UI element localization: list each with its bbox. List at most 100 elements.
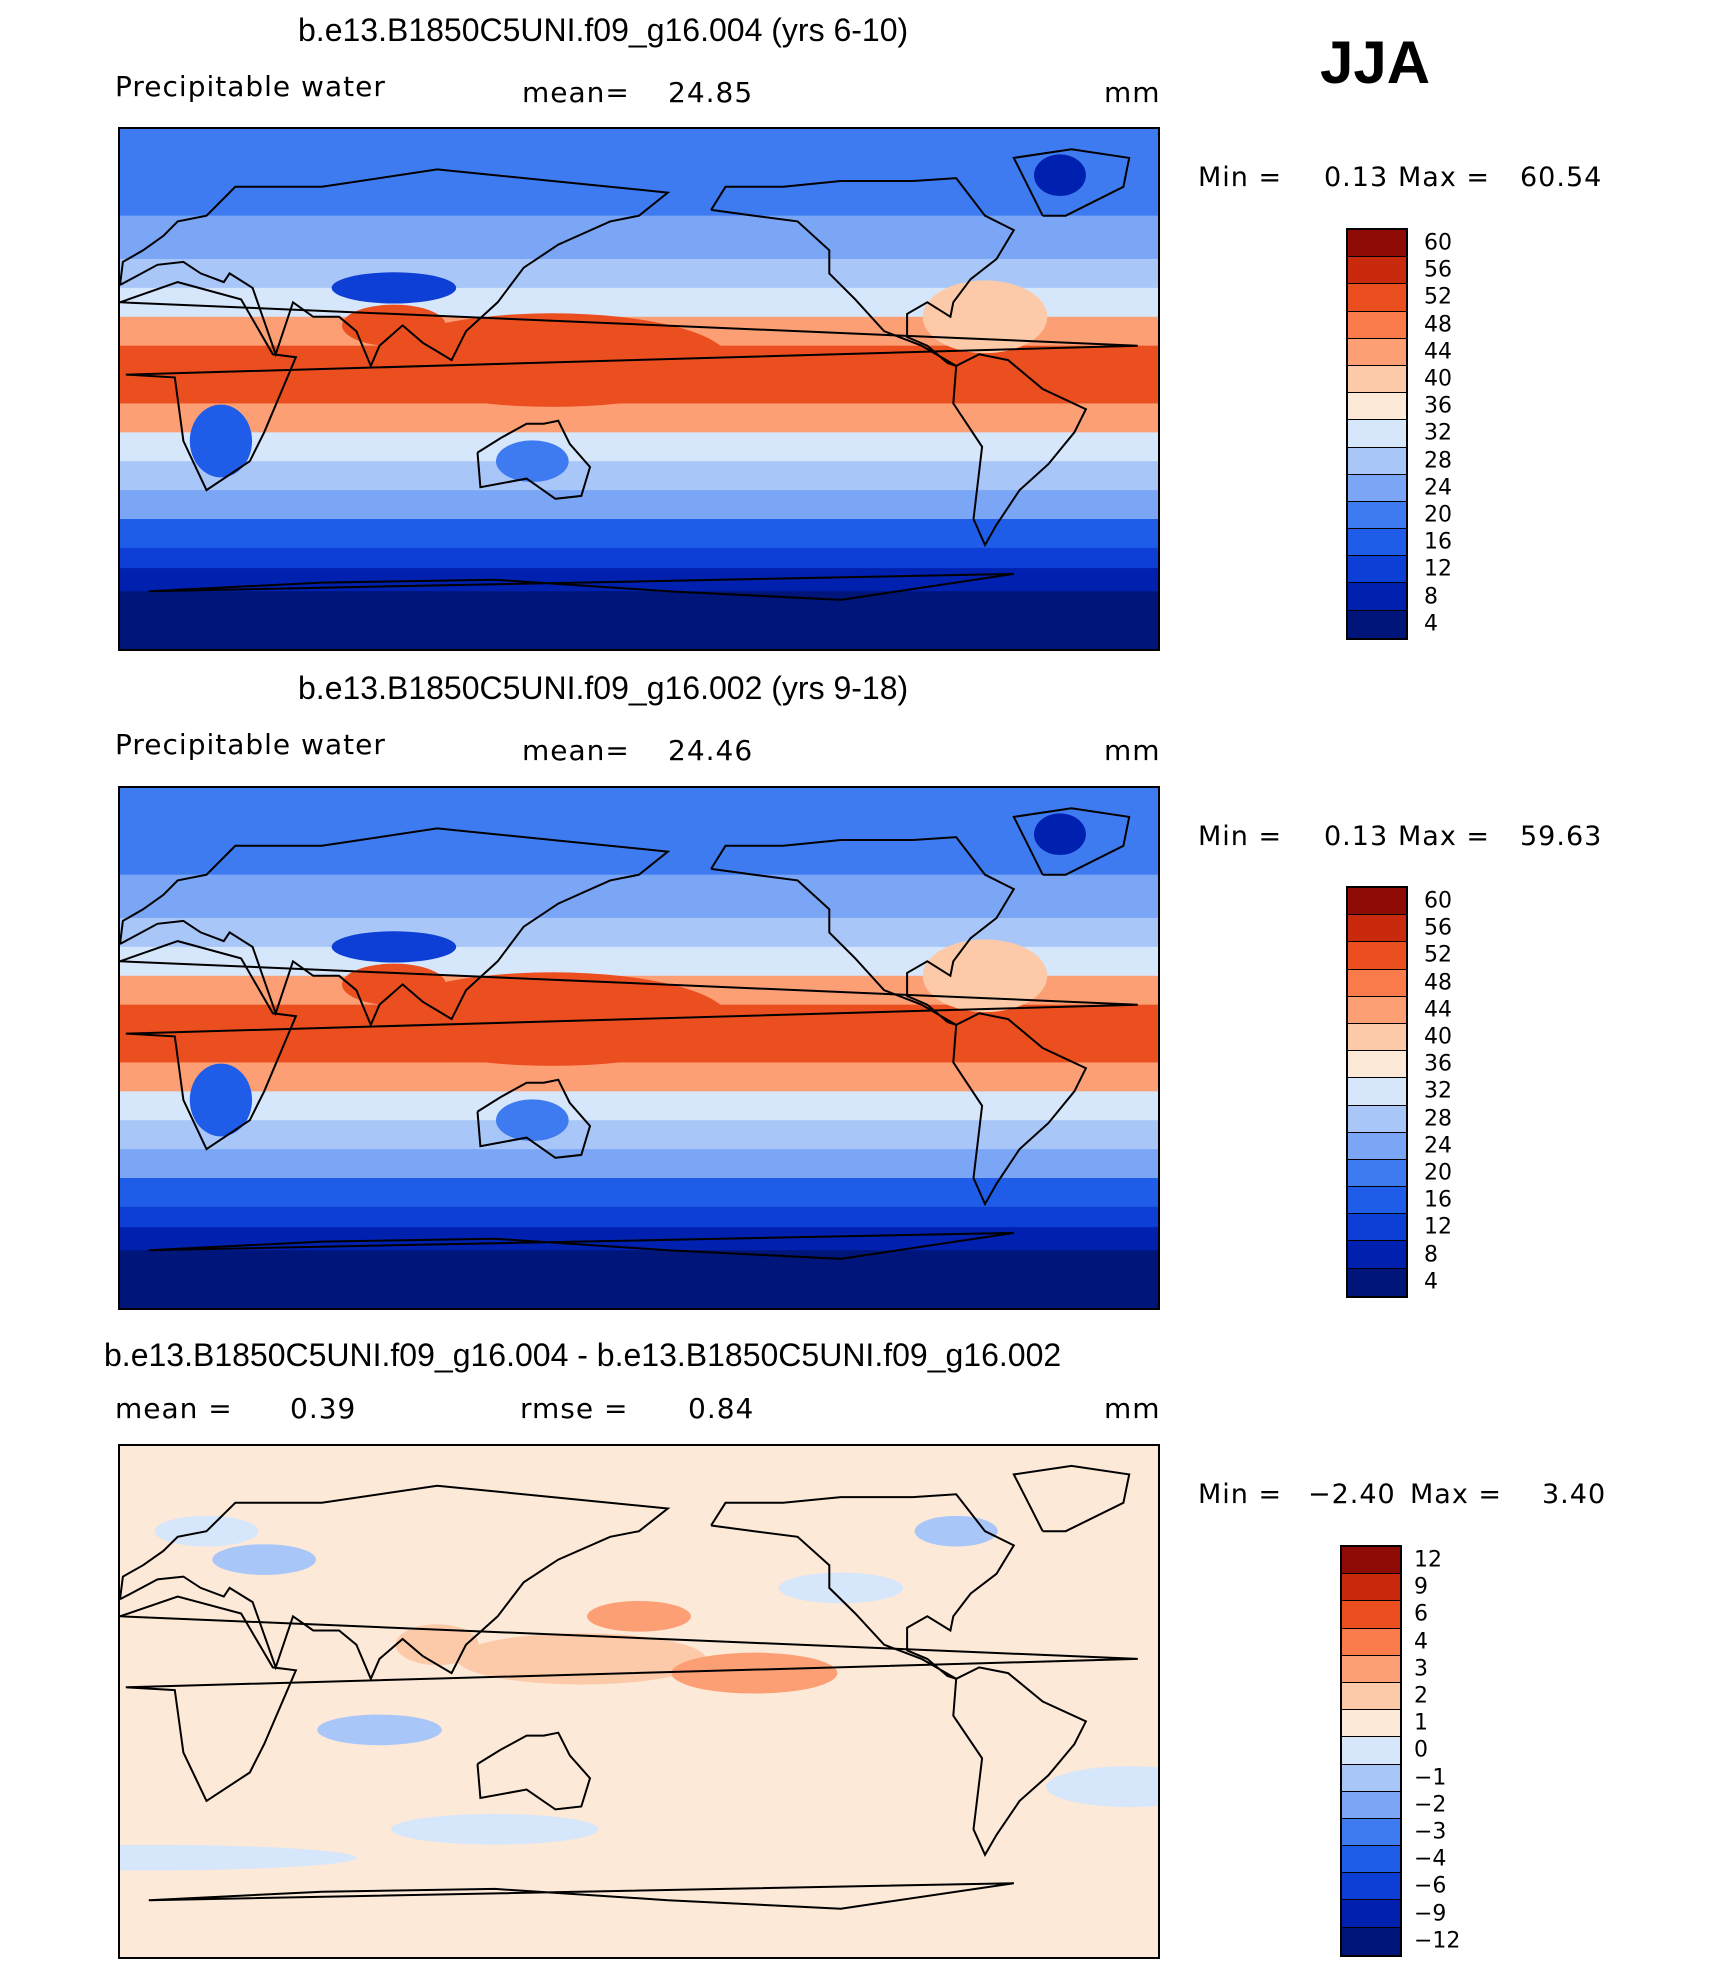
colorbar-tick-label: 56 [1424, 915, 1452, 941]
colorbar-tick-label: 3 [1414, 1656, 1428, 1682]
colorbar-swatch [1342, 1547, 1400, 1575]
panel3-rmse-value: 0.84 [688, 1392, 755, 1425]
colorbar-swatch [1342, 1655, 1400, 1683]
colorbar-tick-label: 4 [1424, 611, 1438, 637]
colorbar-swatch [1348, 969, 1406, 997]
colorbar-swatch [1342, 1791, 1400, 1819]
colorbar-tick-label: 0 [1414, 1737, 1428, 1763]
colorbar-swatch [1348, 1268, 1406, 1296]
colorbar-tick-label: −12 [1414, 1928, 1461, 1954]
colorbar-swatch [1348, 1159, 1406, 1188]
colorbar-tick-label: −9 [1414, 1901, 1447, 1927]
colorbar-tick-label: 2 [1414, 1683, 1428, 1709]
panel2-map [118, 786, 1160, 1310]
panel3-mean-value: 0.39 [290, 1392, 357, 1425]
season-label: JJA [1320, 29, 1431, 96]
colorbar-tick-label: 48 [1424, 970, 1452, 996]
colorbar-swatch [1342, 1574, 1400, 1602]
colorbar-swatch [1342, 1900, 1400, 1928]
colorbar-tick-label: 9 [1414, 1574, 1428, 1600]
colorbar-tick-label: −6 [1414, 1873, 1447, 1899]
colorbar-swatch [1348, 529, 1406, 557]
colorbar-tick-label: 20 [1424, 1160, 1452, 1186]
colorbar-tick-label: 4 [1414, 1629, 1428, 1655]
colorbar-swatch [1342, 1710, 1400, 1738]
colorbar-swatch [1342, 1764, 1400, 1792]
colorbar-swatch [1348, 501, 1406, 530]
panel1-min-value: 0.13 [1324, 162, 1389, 193]
colorbar-tick-label: 24 [1424, 475, 1452, 501]
colorbar-swatch [1348, 1078, 1406, 1106]
colorbar-swatch [1348, 393, 1406, 421]
colorbar-tick-label: 52 [1424, 284, 1452, 310]
colorbar-tick-label: 44 [1424, 339, 1452, 365]
panel3-colorbar-labels: 12 9 6 4 3 2 1 0 −1 −2 −3 −4 −6 −9 −12 [1414, 1545, 1484, 1957]
colorbar-tick-label: 16 [1424, 529, 1452, 555]
colorbar-tick-label: 8 [1424, 1242, 1438, 1268]
colorbar-swatch [1348, 257, 1406, 285]
colorbar-tick-label: 56 [1424, 257, 1452, 283]
panel3-rmse-label: rmse = [520, 1392, 629, 1425]
colorbar-swatch [1348, 230, 1406, 258]
panel2-colorbar-labels: 60 56 52 48 44 40 36 32 28 24 20 16 12 8… [1424, 886, 1484, 1298]
panel1-map [118, 127, 1160, 651]
colorbar-tick-label: 6 [1414, 1601, 1428, 1627]
colorbar-tick-label: 52 [1424, 942, 1452, 968]
colorbar-tick-label: 36 [1424, 1051, 1452, 1077]
colorbar-swatch [1342, 1818, 1400, 1847]
map-contours [120, 788, 1158, 1308]
panel3-min-label: Min = [1198, 1479, 1283, 1510]
colorbar-swatch [1348, 311, 1406, 339]
colorbar-tick-label: 4 [1424, 1269, 1438, 1295]
colorbar-tick-label: 48 [1424, 312, 1452, 338]
colorbar-tick-label: −4 [1414, 1846, 1447, 1872]
colorbar-swatch [1348, 888, 1406, 916]
panel3-min-value: −2.40 [1308, 1479, 1396, 1510]
colorbar-tick-label: 44 [1424, 997, 1452, 1023]
colorbar-tick-label: 8 [1424, 584, 1438, 610]
colorbar-tick-label: −1 [1414, 1765, 1447, 1791]
panel3-max-value: 3.40 [1542, 1479, 1607, 1510]
panel2-mean-label: mean= [522, 734, 630, 767]
colorbar-tick-label: 20 [1424, 502, 1452, 528]
colorbar-swatch [1342, 1846, 1400, 1874]
colorbar-swatch [1348, 996, 1406, 1024]
panel1-mean-value: 24.85 [668, 76, 754, 109]
panel2-variable-label: Precipitable water [115, 728, 386, 761]
panel3-units: mm [1104, 1392, 1161, 1425]
panel1-max-value: 60.54 [1520, 162, 1603, 193]
colorbar-swatch [1348, 1132, 1406, 1160]
colorbar-swatch [1348, 1187, 1406, 1215]
colorbar-tick-label: 12 [1414, 1547, 1442, 1573]
colorbar-swatch [1348, 447, 1406, 475]
colorbar-swatch [1342, 1873, 1400, 1901]
panel3-map [118, 1444, 1160, 1959]
panel2-min-value: 0.13 [1324, 821, 1389, 852]
colorbar-swatch [1348, 284, 1406, 312]
panel1-units: mm [1104, 76, 1161, 109]
colorbar-swatch [1342, 1737, 1400, 1765]
colorbar-tick-label: 32 [1424, 1078, 1452, 1104]
colorbar-tick-label: 12 [1424, 556, 1452, 582]
panel2-min-label: Min = [1198, 821, 1283, 852]
colorbar-swatch [1342, 1628, 1400, 1656]
panel3-colorbar [1340, 1545, 1402, 1957]
colorbar-swatch [1342, 1682, 1400, 1711]
colorbar-swatch [1348, 1241, 1406, 1269]
panel2-max-value: 59.63 [1520, 821, 1603, 852]
colorbar-tick-label: 36 [1424, 393, 1452, 419]
panel2-title: b.e13.B1850C5UNI.f09_g16.002 (yrs 9-18) [298, 670, 909, 706]
colorbar-swatch [1348, 338, 1406, 366]
colorbar-tick-label: 28 [1424, 448, 1452, 474]
panel1-variable-label: Precipitable water [115, 70, 386, 103]
colorbar-tick-label: 24 [1424, 1133, 1452, 1159]
colorbar-swatch [1348, 420, 1406, 448]
panel1-colorbar-labels: 60 56 52 48 44 40 36 32 28 24 20 16 12 8… [1424, 228, 1484, 640]
colorbar-swatch [1348, 1051, 1406, 1079]
panel1-colorbar [1346, 228, 1408, 640]
colorbar-swatch [1348, 1105, 1406, 1133]
panel2-mean-value: 24.46 [668, 734, 754, 767]
colorbar-tick-label: 32 [1424, 420, 1452, 446]
colorbar-swatch [1348, 1214, 1406, 1242]
colorbar-swatch [1348, 942, 1406, 970]
